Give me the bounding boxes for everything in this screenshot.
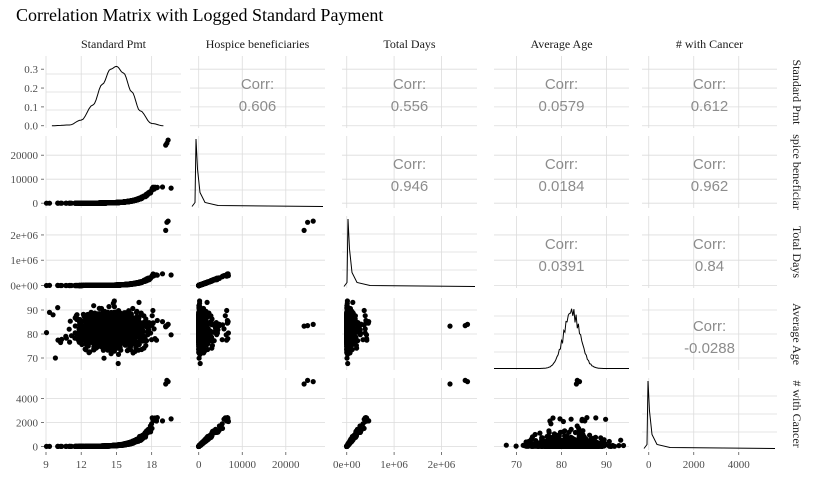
panel-r0-c2: Corr: 0.556 xyxy=(342,56,477,128)
scatter-point xyxy=(55,282,61,288)
corr-label: Corr: xyxy=(241,76,274,93)
scatter-point xyxy=(159,271,166,277)
panel-r1-c3: Corr: 0.0184 xyxy=(494,136,629,208)
corr-label: Corr: xyxy=(545,76,578,93)
panel-r1-c0 xyxy=(43,136,181,208)
scatter-point xyxy=(109,282,115,288)
corr-value: 0.0184 xyxy=(539,178,585,195)
scatter-point xyxy=(109,200,115,206)
scatter-point xyxy=(168,185,174,191)
panel-r1-c2: Corr: 0.946 xyxy=(342,136,477,208)
panel-grid: Corr: 0.606 Corr: 0.556 Corr: 0.0579 Corr: 0.61… xyxy=(43,56,777,450)
density-line xyxy=(51,65,164,127)
scatter-point xyxy=(163,227,169,233)
scatter-point xyxy=(165,137,171,143)
scatter-point xyxy=(46,282,53,288)
panel-r0-c4: Corr: 0.612 xyxy=(642,56,777,128)
scatter-point xyxy=(55,200,61,206)
scatter-point xyxy=(150,184,156,190)
corr-value: 0.606 xyxy=(239,98,277,115)
panel-r2-c1 xyxy=(190,216,325,289)
chart-title: Correlation Matrix with Logged Standard … xyxy=(16,5,383,25)
scatter-point xyxy=(163,142,169,148)
scatter-point xyxy=(67,200,73,206)
scatter-point xyxy=(63,282,69,289)
scatter-point xyxy=(97,200,103,206)
panel-r2-c0 xyxy=(43,216,181,289)
scatter-point xyxy=(150,272,156,278)
scatter-point xyxy=(46,200,53,206)
corr-value: 0.962 xyxy=(691,178,729,195)
corr-value: 0.556 xyxy=(391,98,429,115)
scatter-point xyxy=(165,218,171,224)
corr-value: 0.0579 xyxy=(539,98,585,115)
corr-label: Corr: xyxy=(693,156,726,173)
corr-label: Corr: xyxy=(393,156,426,173)
corr-value: 0.612 xyxy=(691,98,729,115)
corr-label: Corr: xyxy=(393,76,426,93)
panel-r1-c1 xyxy=(190,136,325,208)
scatter-point xyxy=(137,195,143,201)
scatter-point xyxy=(88,282,94,288)
panel-r1-c4: Corr: 0.962 xyxy=(642,136,777,208)
corr-value: 0.946 xyxy=(391,178,429,195)
panel-r0-c1: Corr: 0.606 xyxy=(190,56,325,128)
scatter-point xyxy=(97,282,103,288)
scatter-point xyxy=(145,277,151,283)
scatter-point xyxy=(67,282,73,289)
corr-label: Corr: xyxy=(693,76,726,93)
scatter-point xyxy=(126,281,132,287)
scatter-point xyxy=(72,200,78,206)
scatter-point xyxy=(63,200,69,206)
panel-r0-c0 xyxy=(45,56,181,128)
scatter-point xyxy=(72,282,78,289)
scatter-point xyxy=(145,191,151,197)
panel-r0-c3: Corr: 0.0579 xyxy=(494,56,629,128)
scatter-point xyxy=(159,184,166,190)
scatter-point xyxy=(88,200,94,206)
corr-label: Corr: xyxy=(545,156,578,173)
scatter-point xyxy=(126,198,132,204)
scatter-point xyxy=(137,279,143,285)
scatter-point xyxy=(168,272,174,278)
density-line xyxy=(191,138,324,207)
